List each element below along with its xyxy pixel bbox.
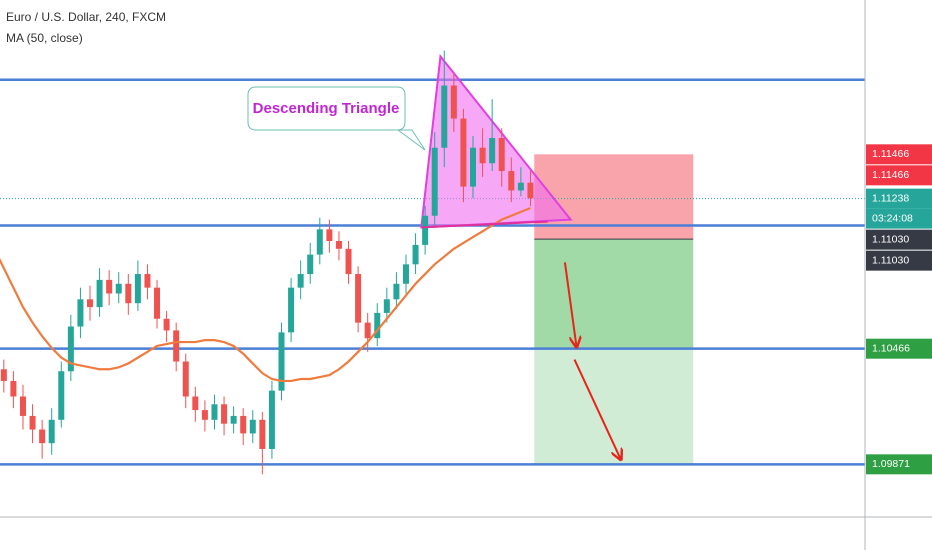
arrow <box>573 359 620 459</box>
support-line <box>421 220 548 229</box>
candle-body <box>221 404 228 424</box>
candle-body <box>87 299 94 308</box>
candle-body <box>58 371 65 420</box>
candle-body <box>393 283 400 300</box>
candle-body <box>192 396 199 411</box>
time-axis-bg <box>0 517 865 550</box>
candle-body <box>489 137 496 164</box>
price-label-bg <box>866 454 932 475</box>
candle-body <box>96 279 103 308</box>
plot <box>0 50 865 475</box>
candle-body <box>173 330 180 362</box>
candle-body <box>383 299 390 313</box>
candle-body <box>268 390 275 449</box>
candle-body <box>508 171 515 191</box>
price-label: 1.11030 <box>872 233 909 245</box>
candle-body <box>498 137 505 172</box>
candle-body <box>470 147 477 187</box>
price-label: 1.11030 <box>872 254 909 266</box>
price-label-bg <box>866 188 932 209</box>
price-label: 1.11238 <box>872 192 909 204</box>
price-label: 1.11466 <box>872 169 909 181</box>
candle-body <box>230 415 237 424</box>
candle-body <box>402 264 409 284</box>
indicator-label: MA (50, close) <box>6 31 83 45</box>
price-label-bg <box>866 250 932 271</box>
candle-body <box>106 279 113 294</box>
candle-body <box>240 415 247 434</box>
annotation: Descending Triangle <box>253 100 400 117</box>
overlay: Descending Triangle Euro / U.S. Dollar, … <box>6 10 426 151</box>
candle-body <box>19 396 26 416</box>
candle-body <box>163 318 170 331</box>
target-zone-1 <box>534 239 694 349</box>
candle-body <box>335 241 342 249</box>
callout-box <box>247 86 426 151</box>
candle-body <box>67 326 74 372</box>
countdown-label-bg <box>866 208 932 229</box>
candle-body <box>134 274 141 304</box>
candle-body <box>115 283 122 294</box>
price-label: 1.10466 <box>872 342 910 354</box>
candle-body <box>355 274 362 323</box>
candle-body <box>431 147 438 216</box>
candle-body <box>517 182 524 191</box>
candle-body <box>460 118 467 187</box>
price-label-bg <box>866 165 932 186</box>
candle-body <box>316 229 323 255</box>
candle-body <box>144 274 151 288</box>
candle-body <box>0 369 7 381</box>
candle-body <box>48 419 55 444</box>
candle-body <box>527 182 534 199</box>
candle-body <box>278 332 285 391</box>
candle-body <box>326 229 333 242</box>
price-label-bg <box>866 229 932 250</box>
candle-body <box>288 287 295 333</box>
candle-body <box>154 287 161 319</box>
candle-body <box>10 380 17 397</box>
price-label: 1.11466 <box>872 148 909 160</box>
arrow <box>563 262 576 346</box>
chart-title: Euro / U.S. Dollar, 240, FXCM <box>6 10 166 24</box>
price-label-bg <box>866 144 932 165</box>
countdown-label: 03:24:08 <box>872 212 913 224</box>
candle-body <box>450 85 457 119</box>
candle-body <box>412 244 419 265</box>
price-label: 1.09871 <box>872 458 910 470</box>
candle-body <box>249 419 256 434</box>
candle-body <box>422 215 429 245</box>
candle-body <box>201 410 208 420</box>
target-zone-2 <box>534 348 694 465</box>
candle-body <box>259 419 266 449</box>
candle-body <box>345 248 352 275</box>
candle-body <box>374 312 381 339</box>
candle-body <box>441 85 448 148</box>
moving-average <box>0 206 531 383</box>
candle-body <box>182 361 189 397</box>
candle-body <box>364 322 371 339</box>
candle-body <box>29 415 36 430</box>
candle-body <box>307 254 314 275</box>
candle-body <box>211 404 218 420</box>
candle-body <box>479 147 486 164</box>
candle-body <box>77 299 84 327</box>
candle-body <box>39 429 46 444</box>
candle-body <box>125 283 132 304</box>
candle-body <box>297 274 304 288</box>
price-label-bg <box>866 338 932 359</box>
